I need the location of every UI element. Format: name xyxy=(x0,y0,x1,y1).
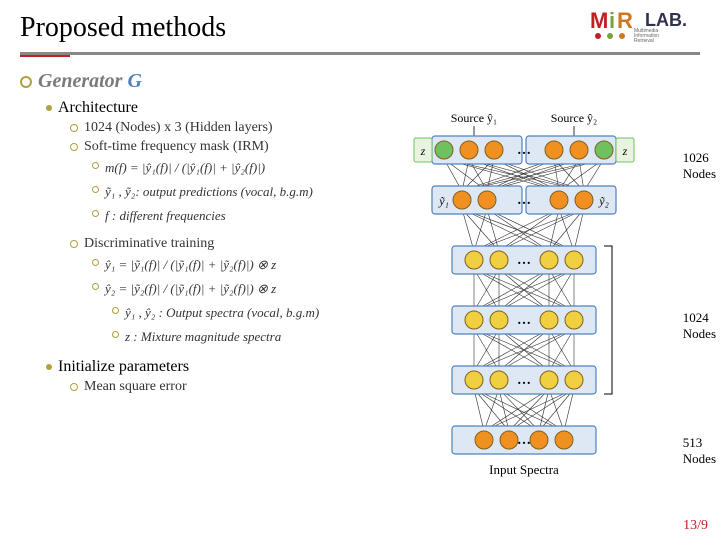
bullet-irm: Soft-time frequency mask (IRM) xyxy=(70,139,410,155)
svg-text:z: z xyxy=(420,144,426,158)
svg-text:…: … xyxy=(517,253,531,268)
svg-text:R: R xyxy=(617,8,633,33)
logo: M i R LAB. Multimedia Information Retrie… xyxy=(590,6,710,42)
svg-text:…: … xyxy=(517,193,531,208)
bullet-layers: 1024 (Nodes) x 3 (Hidden layers) xyxy=(70,120,410,136)
bullet-architecture: Architecture xyxy=(46,99,410,117)
label-513-nodes: 513 Nodes xyxy=(683,435,716,466)
label-1024-nodes: 1024 Nodes xyxy=(683,310,716,341)
generator-var: G xyxy=(127,70,141,92)
svg-text:…: … xyxy=(517,143,531,158)
svg-text:Retrieval: Retrieval xyxy=(634,38,654,42)
svg-text:z: z xyxy=(622,144,628,158)
label-1026-nodes: 1026 Nodes xyxy=(683,150,716,181)
content-area: Generator G Architecture 1024 (Nodes) x … xyxy=(20,70,410,395)
title-underline-accent xyxy=(20,55,70,57)
svg-text:ỹ₂: ỹ₂ xyxy=(598,194,609,208)
bullet-z-desc: z : Mixture magnitude spectra xyxy=(112,327,410,348)
generator-label: Generator xyxy=(38,70,122,92)
svg-text:Input Spectra: Input Spectra xyxy=(489,462,559,477)
title-underline xyxy=(20,52,700,55)
svg-text:…: … xyxy=(517,313,531,328)
bullet-disc-training: Discriminative training xyxy=(70,236,410,252)
bullet-pred-desc: ỹ₁ , ỹ₂: output predictions (vocal, b.g.… xyxy=(92,182,410,203)
svg-text:ỹ₁: ỹ₁ xyxy=(438,194,449,208)
svg-text:…: … xyxy=(517,373,531,388)
bullet-mse: Mean square error xyxy=(70,379,410,395)
bullet-spectra-desc: ŷ₁ , ŷ₂ : Output spectra (vocal, b.g.m) xyxy=(112,303,410,324)
bullet-f-desc: f : different frequencies xyxy=(92,206,410,227)
svg-text:i: i xyxy=(609,8,615,33)
bullet-generator: Generator G xyxy=(20,70,410,93)
svg-text:…: … xyxy=(517,433,531,448)
svg-text:M: M xyxy=(590,8,608,33)
bullet-m-formula: m(f) = |ŷ₁(f)| / (|ŷ₁(f)| + |ŷ₂(f)|) xyxy=(92,158,410,179)
svg-text:Source ŷ₂: Source ŷ₂ xyxy=(551,111,598,125)
network-diagram: Source ŷ₁ Source ŷ₂ … … … … … … z z ỹ₁ ỹ₂ Input Spec… xyxy=(404,110,714,510)
page-number: 13/9 xyxy=(683,518,708,534)
svg-text:Source ŷ₁: Source ŷ₁ xyxy=(451,111,498,125)
svg-text:LAB.: LAB. xyxy=(645,10,687,30)
bullet-y2-formula: ŷ₂ = |ỹ₂(f)| / (|ỹ₁(f)| + |ỹ₂(f)|) ⊗ z xyxy=(92,279,410,300)
bullet-init-params: Initialize parameters xyxy=(46,358,410,376)
bullet-y1-formula: ŷ₁ = |ỹ₁(f)| / (|ỹ₁(f)| + |ỹ₂(f)|) ⊗ z xyxy=(92,255,410,276)
